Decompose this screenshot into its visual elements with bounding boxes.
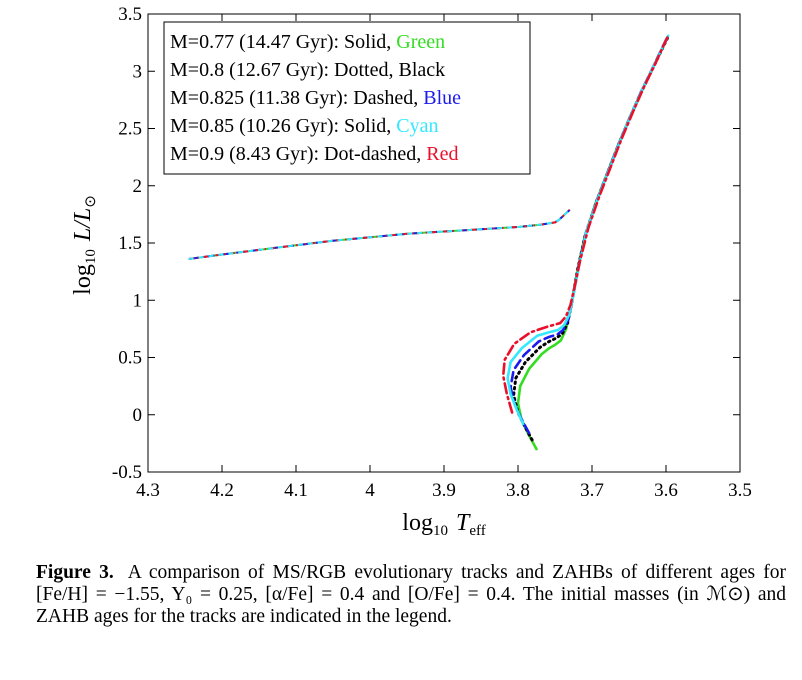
y-axis-label: log10L/L⊙ bbox=[70, 195, 99, 295]
y-tick-label-0: -0.5 bbox=[112, 462, 142, 483]
x-axis-label: log10 Teff bbox=[402, 510, 485, 539]
legend: M=0.77 (14.47 Gyr): Solid, Green M=0.8 (… bbox=[163, 21, 531, 175]
legend-entry-2: M=0.825 (11.38 Gyr): Dashed, Blue bbox=[170, 87, 461, 109]
x-tick-label-3: 4 bbox=[365, 480, 375, 501]
x-tick-label-6: 3.7 bbox=[580, 480, 604, 501]
legend-entry-3: M=0.85 (10.26 Gyr): Solid, Cyan bbox=[170, 115, 439, 137]
x-tick-label-7: 3.6 bbox=[654, 480, 678, 501]
legend-color-2: Blue bbox=[423, 87, 461, 109]
x-tick-label-2: 4.1 bbox=[284, 480, 308, 501]
legend-color-1: Black bbox=[398, 59, 445, 81]
figure-caption-text: A comparison of MS/RGB evolutionary trac… bbox=[36, 562, 786, 627]
x-tick-label-8: 3.5 bbox=[728, 480, 752, 501]
series-line-4 bbox=[501, 34, 670, 414]
series-line-1 bbox=[512, 36, 669, 442]
x-tick-label-5: 3.8 bbox=[506, 480, 530, 501]
y-tick-label-8: 3.5 bbox=[118, 4, 142, 25]
x-tick-labels: 4.3 4.2 4.1 4 3.9 3.8 3.7 3.6 3.5 bbox=[136, 480, 752, 501]
y-tick-label-3: 1 bbox=[133, 290, 143, 311]
legend-color-0: Green bbox=[396, 31, 445, 53]
y-tick-label-1: 0 bbox=[133, 405, 143, 426]
legend-color-3: Cyan bbox=[396, 115, 438, 137]
series-line-2 bbox=[509, 35, 669, 435]
legend-box bbox=[163, 21, 531, 175]
x-tick-label-4: 3.9 bbox=[432, 480, 456, 501]
figure-label: Figure 3. bbox=[36, 562, 114, 583]
y-tick-label-6: 2.5 bbox=[118, 119, 142, 140]
x-tick-label-1: 4.2 bbox=[210, 480, 234, 501]
y-tick-label-5: 2 bbox=[133, 176, 143, 197]
y-tick-label-4: 1.5 bbox=[118, 233, 142, 254]
figure-caption: Figure 3. A comparison of MS/RGB evolutio… bbox=[36, 562, 786, 628]
legend-color-4: Red bbox=[426, 143, 458, 165]
y-tick-labels: -0.5 0 0.5 1 1.5 2 2.5 3 3.5 bbox=[112, 4, 142, 483]
zahb-lines bbox=[188, 209, 571, 260]
series-line-0 bbox=[516, 35, 669, 451]
zahb-line-2 bbox=[188, 209, 571, 260]
legend-entry-1: M=0.8 (12.67 Gyr): Dotted, Black bbox=[170, 59, 445, 81]
legend-entry-0: M=0.77 (14.47 Gyr): Solid, Green bbox=[170, 31, 445, 53]
legend-entry-4: M=0.9 (8.43 Gyr): Dot-dashed, Red bbox=[170, 143, 458, 165]
hr-diagram-chart: 4.3 4.2 4.1 4 3.9 3.8 3.7 3.6 3.5 -0.5 0 0.5 1 1.5 2 2… bbox=[70, 4, 752, 539]
y-tick-label-7: 3 bbox=[133, 61, 143, 82]
evolutionary-tracks bbox=[501, 34, 670, 451]
y-tick-label-2: 0.5 bbox=[118, 348, 142, 369]
axis-ticks bbox=[147, 13, 741, 473]
x-tick-label-0: 4.3 bbox=[136, 480, 160, 501]
